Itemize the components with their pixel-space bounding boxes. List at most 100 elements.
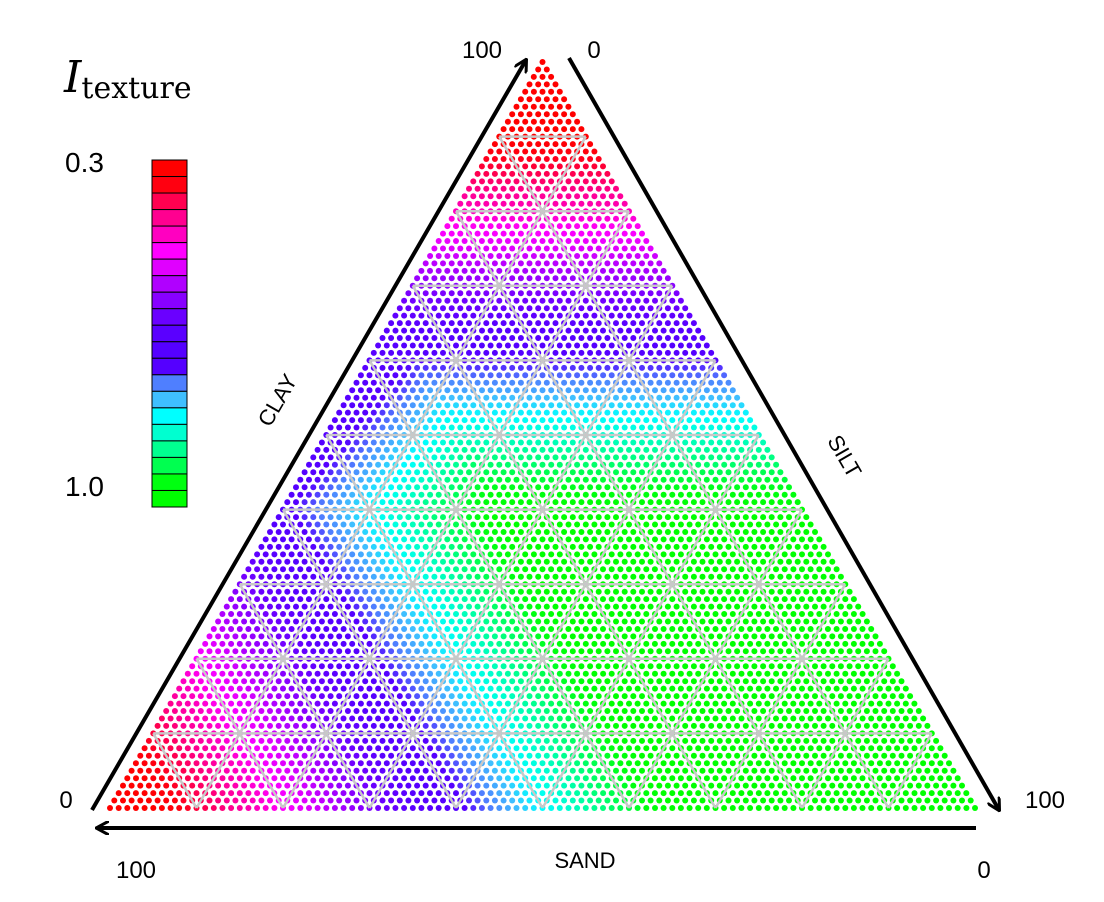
data-point (318, 693, 325, 700)
data-point (600, 715, 607, 722)
data-point (176, 700, 183, 707)
data-point (448, 275, 455, 282)
data-point (327, 499, 334, 506)
data-point (729, 596, 736, 603)
data-point (673, 469, 680, 476)
data-point (682, 439, 689, 446)
data-point (427, 417, 434, 424)
data-point (362, 558, 369, 565)
data-point (656, 484, 663, 491)
data-point (474, 364, 481, 371)
data-point (669, 342, 676, 349)
data-point (613, 320, 619, 327)
data-point (293, 603, 299, 610)
data-point (249, 678, 256, 685)
data-point (284, 693, 291, 700)
data-point (803, 633, 810, 640)
data-point (837, 648, 844, 655)
data-point (267, 588, 273, 595)
data-point (197, 737, 204, 744)
data-point (790, 685, 797, 692)
data-point (444, 611, 451, 617)
data-point (755, 670, 762, 677)
data-point (600, 476, 606, 483)
data-point (816, 640, 823, 647)
data-point (444, 253, 451, 259)
data-point (301, 573, 308, 580)
data-point (275, 529, 282, 535)
data-point (457, 290, 464, 297)
data-point (474, 588, 481, 595)
data-point (803, 529, 810, 535)
data-point (344, 588, 351, 595)
data-point (396, 394, 403, 401)
data-point (366, 626, 373, 632)
data-point (297, 640, 304, 647)
data-point (556, 342, 563, 349)
data-point (353, 767, 360, 774)
data-point (608, 551, 615, 558)
data-point (154, 767, 161, 774)
data-point (453, 223, 459, 230)
data-point (578, 394, 585, 401)
data-point (145, 737, 152, 744)
data-point (422, 379, 429, 386)
data-point (578, 603, 585, 610)
data-point (773, 491, 780, 498)
data-point (184, 685, 191, 692)
data-point (453, 670, 459, 677)
data-point (466, 514, 472, 521)
data-point (301, 514, 308, 521)
data-point (669, 417, 676, 424)
data-point (613, 349, 619, 356)
data-point (409, 790, 416, 797)
data-point (664, 648, 671, 655)
data-point (595, 722, 602, 729)
data-point (725, 648, 732, 655)
data-point (604, 454, 611, 461)
data-point (725, 737, 732, 744)
data-point (301, 469, 308, 476)
data-point (842, 700, 849, 707)
data-point (587, 514, 594, 521)
data-point (301, 708, 308, 714)
data-point (582, 446, 589, 453)
data-point (539, 626, 546, 632)
data-point (522, 372, 529, 379)
data-point (379, 797, 386, 804)
data-point (742, 573, 749, 580)
data-point (587, 260, 594, 267)
data-point (608, 491, 615, 498)
data-point (569, 439, 576, 446)
data-point (651, 596, 658, 603)
data-point (833, 805, 840, 811)
data-point (422, 722, 429, 729)
data-point (786, 737, 792, 744)
data-point (422, 484, 429, 491)
data-point (600, 640, 607, 647)
data-point (569, 379, 576, 386)
data-point (124, 790, 131, 797)
data-point (509, 618, 516, 625)
data-point (682, 529, 689, 535)
data-point (388, 409, 395, 416)
data-point (267, 603, 273, 610)
data-point (634, 476, 641, 483)
data-point (669, 536, 676, 543)
data-point (634, 775, 641, 782)
data-point (600, 521, 606, 528)
data-point (768, 529, 775, 535)
data-point (543, 708, 550, 714)
data-point (379, 514, 386, 521)
data-point (613, 663, 619, 670)
data-point (591, 551, 598, 558)
data-point (626, 342, 632, 349)
data-point (768, 663, 775, 670)
data-point (318, 603, 325, 610)
data-point (941, 767, 948, 774)
data-point (621, 335, 628, 341)
data-point (755, 461, 762, 468)
data-point (453, 253, 459, 259)
data-point (682, 335, 689, 341)
data-point (491, 708, 498, 714)
